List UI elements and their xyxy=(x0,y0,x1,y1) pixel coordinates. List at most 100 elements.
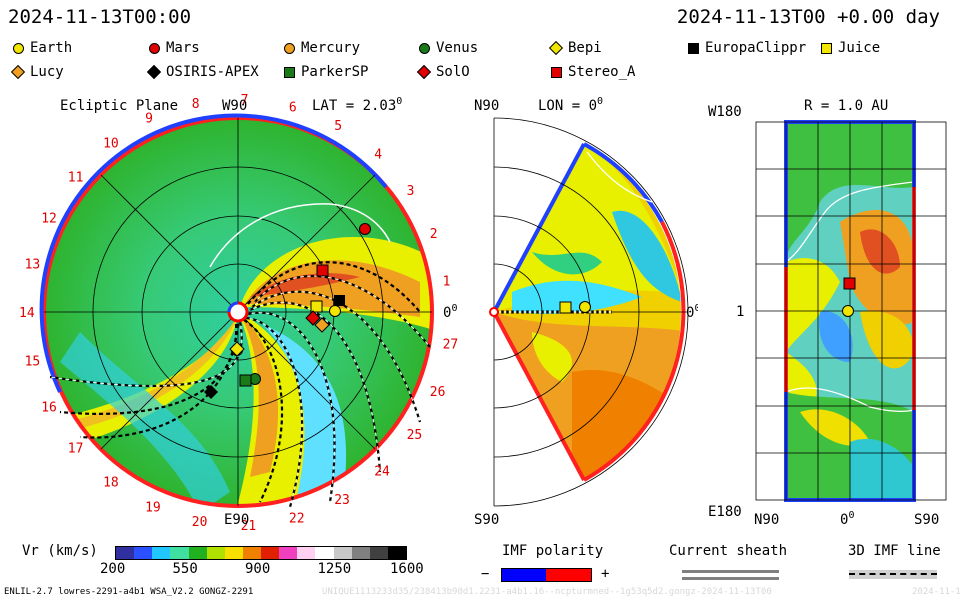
legend-label: Bepi xyxy=(568,40,602,56)
legend-label: Lucy xyxy=(30,64,64,80)
carrington-tick-3: 3 xyxy=(407,184,415,199)
velocity-colorbar xyxy=(115,546,407,560)
legend-label: Earth xyxy=(30,40,73,56)
imf-plus-sign: + xyxy=(601,566,610,582)
colorbar-segment xyxy=(351,547,370,559)
legend-label: Venus xyxy=(436,40,479,56)
colorbar-tick-550: 550 xyxy=(172,561,198,577)
e180-label: E180 xyxy=(708,504,742,520)
current-sheath-label: Current sheath xyxy=(669,543,788,559)
e90-label: E90 xyxy=(224,512,249,528)
carrington-tick-26: 26 xyxy=(430,385,446,400)
colorbar-segment xyxy=(297,547,316,559)
colorbar-tick-1250: 1250 xyxy=(317,561,352,577)
r-label: R = 1.0 AU xyxy=(804,98,888,114)
current-sheath-line-1 xyxy=(682,570,779,573)
w180-label: W180 xyxy=(708,104,742,120)
earth-marker-meridional xyxy=(579,301,591,313)
legend-label: EuropaClippr xyxy=(705,40,807,56)
carrington-tick-10: 10 xyxy=(103,137,119,152)
colorbar-segment xyxy=(134,547,153,559)
colorbar-segment xyxy=(152,547,171,559)
legend-label: ParkerSP xyxy=(301,64,369,80)
carrington-tick-12: 12 xyxy=(41,211,57,226)
osiris-apex-marker xyxy=(204,385,218,399)
carrington-tick-7: 7 xyxy=(241,93,249,108)
carrington-tick-4: 4 xyxy=(374,147,382,162)
carrington-tick-22: 22 xyxy=(289,511,305,526)
carrington-tick-27: 27 xyxy=(443,338,459,353)
carrington-tick-18: 18 xyxy=(103,476,119,491)
carrington-tick-23: 23 xyxy=(334,493,350,508)
carrington-tick-2: 2 xyxy=(430,227,438,242)
bepi-legend-marker xyxy=(548,40,564,56)
earth-marker xyxy=(329,305,341,317)
imf-line-label: 3D IMF line xyxy=(848,543,941,559)
colorbar-tick-900: 900 xyxy=(245,561,271,577)
stereo-a-legend-marker xyxy=(551,67,562,78)
carrington-tick-25: 25 xyxy=(407,428,423,443)
juice-marker xyxy=(310,300,323,313)
imf-line-sample xyxy=(849,573,937,575)
colorbar-segment xyxy=(170,547,189,559)
stereo-a-marker xyxy=(316,264,329,277)
colorbar-segment xyxy=(188,547,207,559)
carrington-tick-14: 14 xyxy=(19,306,35,321)
carrington-tick-11: 11 xyxy=(68,170,84,185)
imf-minus-sign: − xyxy=(481,566,490,582)
sphere-map-panel: W180 R = 1.0 AU 1 E180 N90 00 S90 xyxy=(708,98,947,528)
parkersp-marker xyxy=(239,374,252,387)
lat-label: LAT = 2.030 xyxy=(312,96,402,114)
colorbar-segment xyxy=(116,547,135,559)
s90-label: S90 xyxy=(474,512,499,528)
y-mid-label: 1 xyxy=(736,304,744,320)
mars-marker xyxy=(359,223,371,235)
imf-positive-swatch xyxy=(546,568,592,582)
legend-label: SolO xyxy=(436,64,470,80)
parkersp-legend-marker xyxy=(284,67,295,78)
solo-legend-marker xyxy=(416,64,432,80)
colorbar-tick-1600: 1600 xyxy=(390,561,424,577)
carrington-tick-24: 24 xyxy=(374,465,390,480)
colorbar-segment xyxy=(333,547,352,559)
w90-label: W90 xyxy=(222,98,247,114)
colorbar-label: Vr (km/s) xyxy=(22,543,98,559)
imf-polarity-label: IMF polarity xyxy=(502,543,604,559)
legend-label: Juice xyxy=(838,40,881,56)
solo-marker xyxy=(305,310,321,326)
mars-legend-marker xyxy=(149,43,160,54)
earth-legend-marker xyxy=(13,43,24,54)
carrington-tick-8: 8 xyxy=(192,97,200,112)
europaclippr-marker xyxy=(334,295,345,306)
mercury-legend-marker xyxy=(284,43,295,54)
lon-label: LON = 00 xyxy=(538,96,603,114)
legend-label: OSIRIS-APEX xyxy=(166,64,259,80)
carrington-tick-5: 5 xyxy=(334,119,342,134)
sphere-s90-label: S90 xyxy=(914,512,939,528)
colorbar-segment xyxy=(261,547,280,559)
carrington-tick-17: 17 xyxy=(68,442,84,457)
colorbar-segment xyxy=(279,547,298,559)
legend-label: Stereo_A xyxy=(568,64,636,80)
time-offset: 2024-11-13T00 +0.00 day xyxy=(676,6,940,28)
meridional-zero-label: 00 xyxy=(686,303,698,321)
current-sheath-line-2 xyxy=(682,577,779,580)
carrington-tick-19: 19 xyxy=(145,501,161,516)
carrington-tick-1: 1 xyxy=(443,274,451,289)
carrington-tick-15: 15 xyxy=(25,355,41,370)
colorbar-segment xyxy=(242,547,261,559)
carrington-tick-6: 6 xyxy=(289,101,297,116)
carrington-tick-21: 21 xyxy=(241,519,257,532)
sphere-zero-label: 00 xyxy=(840,510,854,528)
juice-legend-marker xyxy=(821,43,832,54)
ecliptic-title: Ecliptic Plane xyxy=(60,98,178,114)
model-info: ENLIL-2.7 lowres-2291-a4b1 WSA_V2.2 GONG… xyxy=(4,587,254,597)
run-id: UNIQUE1113233d35/238413b90d1.2231-a4b1.1… xyxy=(322,587,772,597)
carrington-tick-13: 13 xyxy=(25,257,41,272)
europaclippr-legend-marker xyxy=(688,43,699,54)
footer-date: 2024-11-13 xyxy=(912,587,960,597)
lucy-legend-marker xyxy=(10,64,26,80)
meridional-plane-panel: N90 LON = 00 S90 00 xyxy=(474,96,698,528)
